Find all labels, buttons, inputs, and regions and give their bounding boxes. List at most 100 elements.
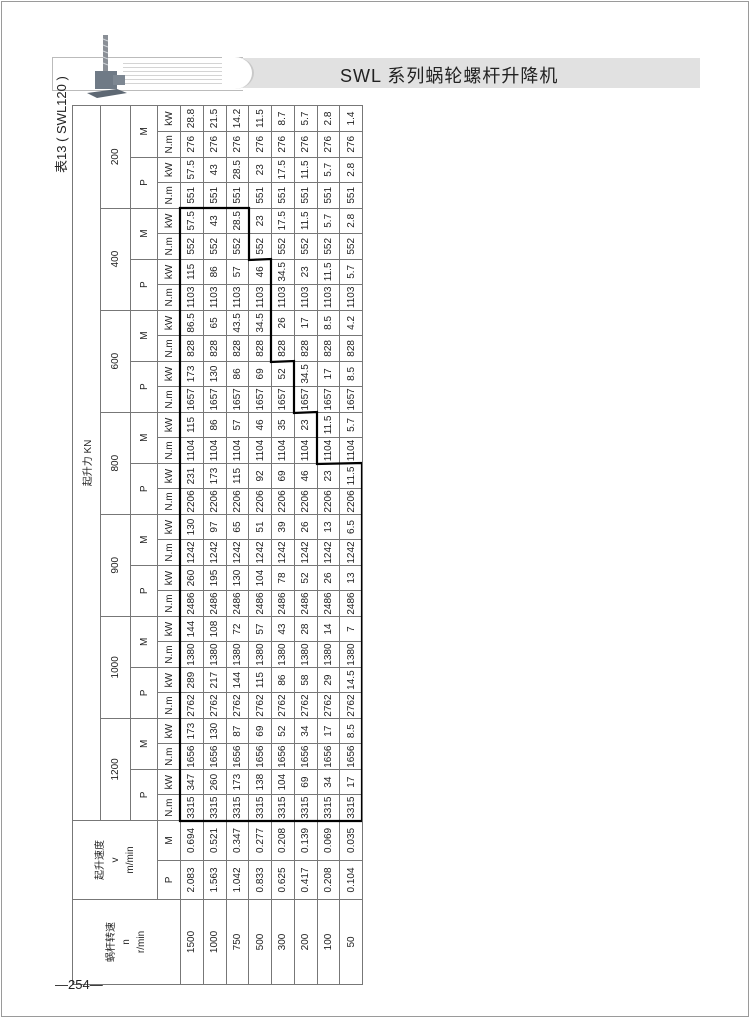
worm-speed-cell: 750 [226, 899, 249, 985]
value-cell: 1242 [203, 539, 226, 566]
value-cell: 1103 [203, 284, 226, 311]
value-cell: 1103 [271, 284, 295, 311]
unit-header: kW [157, 361, 181, 387]
unit-header: kW [157, 616, 181, 642]
value-cell: 1657 [339, 386, 363, 413]
unit-header: N.m [157, 539, 181, 566]
value-cell: 217 [203, 667, 226, 693]
value-cell: 3315 [226, 794, 249, 821]
value-cell: 2486 [180, 590, 204, 617]
value-cell: 13 [339, 565, 363, 591]
value-cell: 78 [271, 565, 295, 591]
unit-header: N.m [157, 692, 181, 719]
value-cell: 1656 [203, 743, 226, 770]
value-cell: 1657 [317, 386, 340, 413]
value-cell: 57 [226, 259, 249, 285]
unit-header: kW [157, 310, 181, 336]
table-row: 1000 1.563 0.521 3315 260 1656 130 2762 217 1380 1… [203, 105, 226, 985]
value-cell: 552 [317, 233, 340, 260]
document-title: SWL 系列蜗轮螺杆升降机 [340, 66, 559, 86]
m-header: M [130, 718, 158, 770]
load-header: 1200 [100, 718, 131, 821]
value-cell: 14.5 [339, 667, 363, 693]
value-cell: 1103 [294, 284, 317, 311]
unit-header: kW [157, 463, 181, 489]
screw-jack-logo [87, 35, 127, 98]
unit-header: N.m [157, 182, 181, 209]
value-cell: 2762 [203, 692, 226, 719]
value-cell: 8.5 [339, 361, 363, 387]
value-cell: 1103 [339, 284, 363, 311]
unit-header: N.m [157, 386, 181, 413]
table-row: 300 0.625 0.208 3315 104 1656 52 2762 86 1380 43 24… [271, 105, 295, 985]
value-cell: 552 [226, 233, 249, 260]
value-cell: 1657 [294, 386, 317, 413]
value-cell: 1657 [226, 386, 249, 413]
value-cell: 1.4 [339, 105, 363, 132]
value-cell: 1656 [180, 743, 204, 770]
value-cell: 5.7 [339, 412, 363, 438]
value-cell: 86 [271, 667, 295, 693]
value-cell: 115 [226, 463, 249, 489]
load-header: 200 [100, 105, 131, 209]
value-cell: 23 [294, 259, 317, 285]
value-cell: 57 [226, 412, 249, 438]
m-header: M [130, 412, 158, 464]
value-cell: 2.8 [317, 105, 340, 132]
value-cell: 2206 [180, 488, 204, 515]
value-cell: 72 [226, 616, 249, 642]
value-cell: 6.5 [339, 514, 363, 540]
lift-speed-header: 起升速度 v m/min [72, 820, 158, 900]
value-cell: 1380 [180, 641, 204, 668]
value-cell: 2486 [203, 590, 226, 617]
value-cell: 828 [294, 335, 317, 362]
value-cell: 14 [317, 616, 340, 642]
lift-speed-p-cell: 2.083 [180, 860, 204, 900]
value-cell: 173 [180, 718, 204, 744]
value-cell: 3315 [248, 794, 272, 821]
worm-speed-cell: 500 [248, 899, 272, 985]
value-cell: 2762 [271, 692, 295, 719]
value-cell: 1104 [226, 437, 249, 464]
unit-header: kW [157, 157, 181, 183]
p-header: P [130, 259, 158, 311]
value-cell: 828 [203, 335, 226, 362]
unit-header: N.m [157, 794, 181, 821]
table-row: 750 1.042 0.347 3315 173 1656 87 2762 144 1380 72 2… [226, 105, 249, 985]
value-cell: 552 [248, 233, 272, 260]
value-cell: 289 [180, 667, 204, 693]
unit-header: kW [157, 259, 181, 285]
value-cell: 57 [248, 616, 272, 642]
lift-speed-m-cell: 0.208 [271, 820, 295, 861]
speed-m-label: M [157, 820, 181, 861]
value-cell: 173 [226, 769, 249, 795]
value-cell: 231 [180, 463, 204, 489]
value-cell: 1657 [248, 386, 272, 413]
value-cell: 2762 [339, 692, 363, 719]
unit-header: N.m [157, 641, 181, 668]
value-cell: 34.5 [271, 259, 295, 285]
worm-speed-cell: 100 [317, 899, 340, 985]
value-cell: 1242 [317, 539, 340, 566]
value-cell: 1656 [271, 743, 295, 770]
header-curve [222, 57, 254, 89]
value-cell: 276 [226, 131, 249, 158]
value-cell: 17 [294, 310, 317, 336]
value-cell: 5.7 [317, 157, 340, 183]
value-cell: 1656 [294, 743, 317, 770]
value-cell: 51 [248, 514, 272, 540]
table-row: 500 0.833 0.277 3315 138 1656 69 2762 115 1380 57 2… [248, 105, 272, 985]
value-cell: 1380 [271, 641, 295, 668]
value-cell: 2762 [180, 692, 204, 719]
value-cell: 347 [180, 769, 204, 795]
value-cell: 1656 [339, 743, 363, 770]
value-cell: 69 [294, 769, 317, 795]
worm-speed-cell: 1500 [180, 899, 204, 985]
value-cell: 173 [203, 463, 226, 489]
value-cell: 1242 [294, 539, 317, 566]
unit-header: N.m [157, 743, 181, 770]
value-cell: 1103 [226, 284, 249, 311]
value-cell: 8.5 [339, 718, 363, 744]
value-cell: 65 [226, 514, 249, 540]
value-cell: 1103 [180, 284, 204, 311]
